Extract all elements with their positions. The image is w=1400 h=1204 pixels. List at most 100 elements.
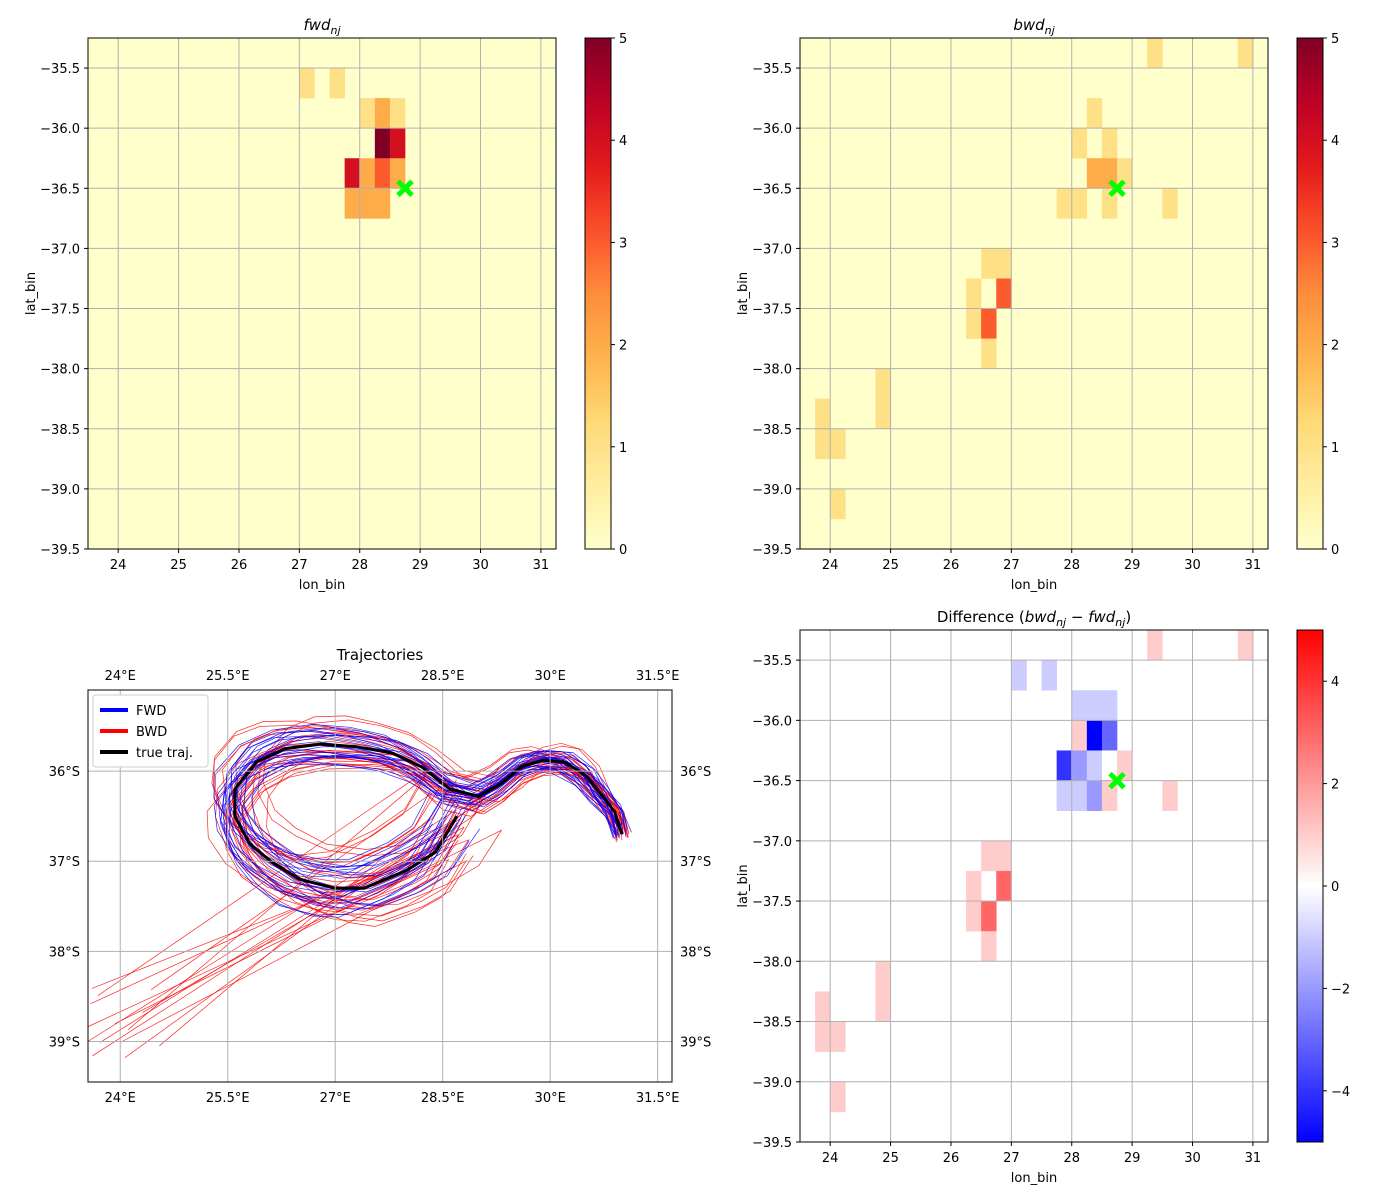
bwd-trajectory-line (236, 762, 627, 916)
bwd-trajectory-line (114, 754, 629, 1025)
bwd-xtick-label: 29 (1124, 558, 1141, 573)
bwd-cell (981, 338, 997, 369)
bwd-xtick-label: 31 (1245, 558, 1262, 573)
bwd-trajectory-line (262, 715, 627, 850)
bwd-xtick-label: 24 (822, 558, 839, 573)
fwd-cell (344, 188, 361, 219)
traj-top-tick-label: 28.5°E (421, 669, 465, 684)
diff-xtick-label: 28 (1063, 1151, 1080, 1166)
bwd-colorbar-tick-label: 1 (1331, 441, 1339, 456)
traj-right-tick-label: 38°S (680, 945, 711, 960)
fwd-trajectory-line (220, 749, 617, 899)
true-trajectory-line (233, 742, 624, 890)
bwd-cell (1147, 38, 1163, 69)
bwd-xlabel: lon_bin (1011, 578, 1057, 593)
diff-xtick-label: 26 (943, 1151, 960, 1166)
bwd-title-main: bwd (1013, 16, 1045, 34)
diff-title-b: fwd (1088, 608, 1116, 626)
traj-bottom-tick-label: 25.5°E (206, 1091, 250, 1106)
bwd-trajectory-line (88, 763, 617, 1028)
fwd-cell (374, 98, 391, 129)
legend-label: true traj. (136, 746, 193, 761)
bwd-ytick-label: −38.0 (752, 363, 792, 378)
fwd-trajectory-line (222, 730, 615, 873)
diff-ytick-label: −36.0 (752, 714, 792, 729)
bwd-colorbar-tick-label: 2 (1331, 339, 1339, 354)
fwd-colorbar-tick-label: 0 (619, 543, 627, 558)
diff-cell (1101, 750, 1118, 781)
trajectories-panel: 24°E 24°E 25.5°E 25.5°E 27°E 27°E 28.5°E 28.5°E… (49, 646, 712, 1106)
bwd-cell (996, 248, 1012, 279)
diff-ytick-label: −35.5 (752, 654, 792, 669)
diff-cell (1086, 690, 1103, 721)
trajectories-plot-area (88, 715, 632, 1058)
bwd-cell (966, 308, 982, 339)
diff-cell (1101, 690, 1118, 721)
bwd-cell (1086, 158, 1103, 189)
bwd-trajectory-line (119, 767, 628, 1043)
fwd-ytick-label: −35.5 (40, 62, 80, 77)
bwd-cell (815, 428, 831, 460)
diff-xtick-label: 24 (822, 1151, 839, 1166)
diff-title-prefix: Difference ( (937, 608, 1025, 626)
fwd-origin-marker (396, 179, 414, 198)
bwd-colorbar-tick-label: 0 (1331, 543, 1339, 558)
fwd-heatmap-panel: 24 25 26 27 28 29 30 31−35.5−36.0−36.5−37.0−37.… (24, 16, 627, 593)
fwd-cell (299, 68, 315, 99)
legend-box (92, 694, 209, 768)
bwd-cell (815, 398, 831, 430)
traj-bottom-tick-label: 30°E (535, 1091, 566, 1106)
fwd-cell (389, 158, 406, 189)
bwd-trajectory-line (97, 720, 616, 996)
diff-ytick-label: −38.5 (752, 1016, 792, 1031)
bwd-ytick-label: −39.5 (752, 543, 792, 558)
diff-title: Difference (bwdnj − fwdnj) (937, 608, 1131, 629)
fwd-ytick-label: −37.0 (40, 242, 80, 257)
fwd-cell (329, 68, 345, 99)
diff-xtick-label: 30 (1184, 1151, 1201, 1166)
diff-title-minus: − (1066, 608, 1088, 626)
diff-cell (1086, 780, 1103, 812)
bwd-xtick-label: 30 (1184, 558, 1201, 573)
diff-cell (1101, 780, 1118, 812)
diff-title-b-sub: nj (1115, 616, 1126, 629)
fwd-xlabel: lon_bin (299, 578, 345, 593)
diff-origin-marker (1108, 771, 1126, 790)
fwd-trajectory-line (225, 735, 621, 878)
bwd-ytick-label: −37.0 (752, 242, 792, 257)
diff-colorbar-tick-label: 0 (1331, 880, 1339, 895)
diff-cell (1162, 780, 1178, 812)
traj-bottom-tick-label: 27°E (320, 1091, 351, 1106)
fwd-ytick-label: −36.0 (40, 122, 80, 137)
fwd-title: fwdnj (303, 16, 341, 37)
diff-cell (981, 931, 997, 962)
diff-xlabel: lon_bin (1011, 1171, 1057, 1186)
bwd-ylabel: lat_bin (736, 272, 751, 315)
diff-cell (1237, 630, 1254, 661)
fwd-background-cells (88, 38, 556, 549)
bwd-origin-marker (1108, 179, 1126, 198)
traj-top-tick-label: 24°E (105, 669, 136, 684)
bwd-background-cells (800, 38, 1268, 549)
bwd-ytick-label: −35.5 (752, 62, 792, 77)
diff-cell (981, 840, 997, 872)
fwd-xtick-label: 24 (110, 558, 127, 573)
traj-bottom-tick-label: 24°E (105, 1091, 136, 1106)
diff-cell (815, 1021, 831, 1052)
fwd-ytick-label: −37.5 (40, 303, 80, 318)
diff-colorbar (1296, 629, 1324, 1143)
diff-cell (830, 1081, 846, 1113)
fwd-ytick-label: −39.5 (40, 543, 80, 558)
fwd-trajectory-line (243, 735, 623, 879)
bwd-cell (966, 278, 982, 309)
legend-label: FWD (136, 704, 166, 719)
fwd-trajectory-line (234, 734, 628, 874)
diff-ytick-label: −38.0 (752, 955, 792, 970)
bwd-heatmap-panel: 24 25 26 27 28 29 30 31−35.5−36.0−36.5−37.0−37.… (736, 16, 1339, 593)
diff-cell (1056, 750, 1073, 781)
diff-cell (1041, 660, 1057, 691)
bwd-axes-frame (799, 37, 1269, 550)
diff-cell (815, 991, 831, 1022)
bwd-cell (1101, 158, 1118, 189)
